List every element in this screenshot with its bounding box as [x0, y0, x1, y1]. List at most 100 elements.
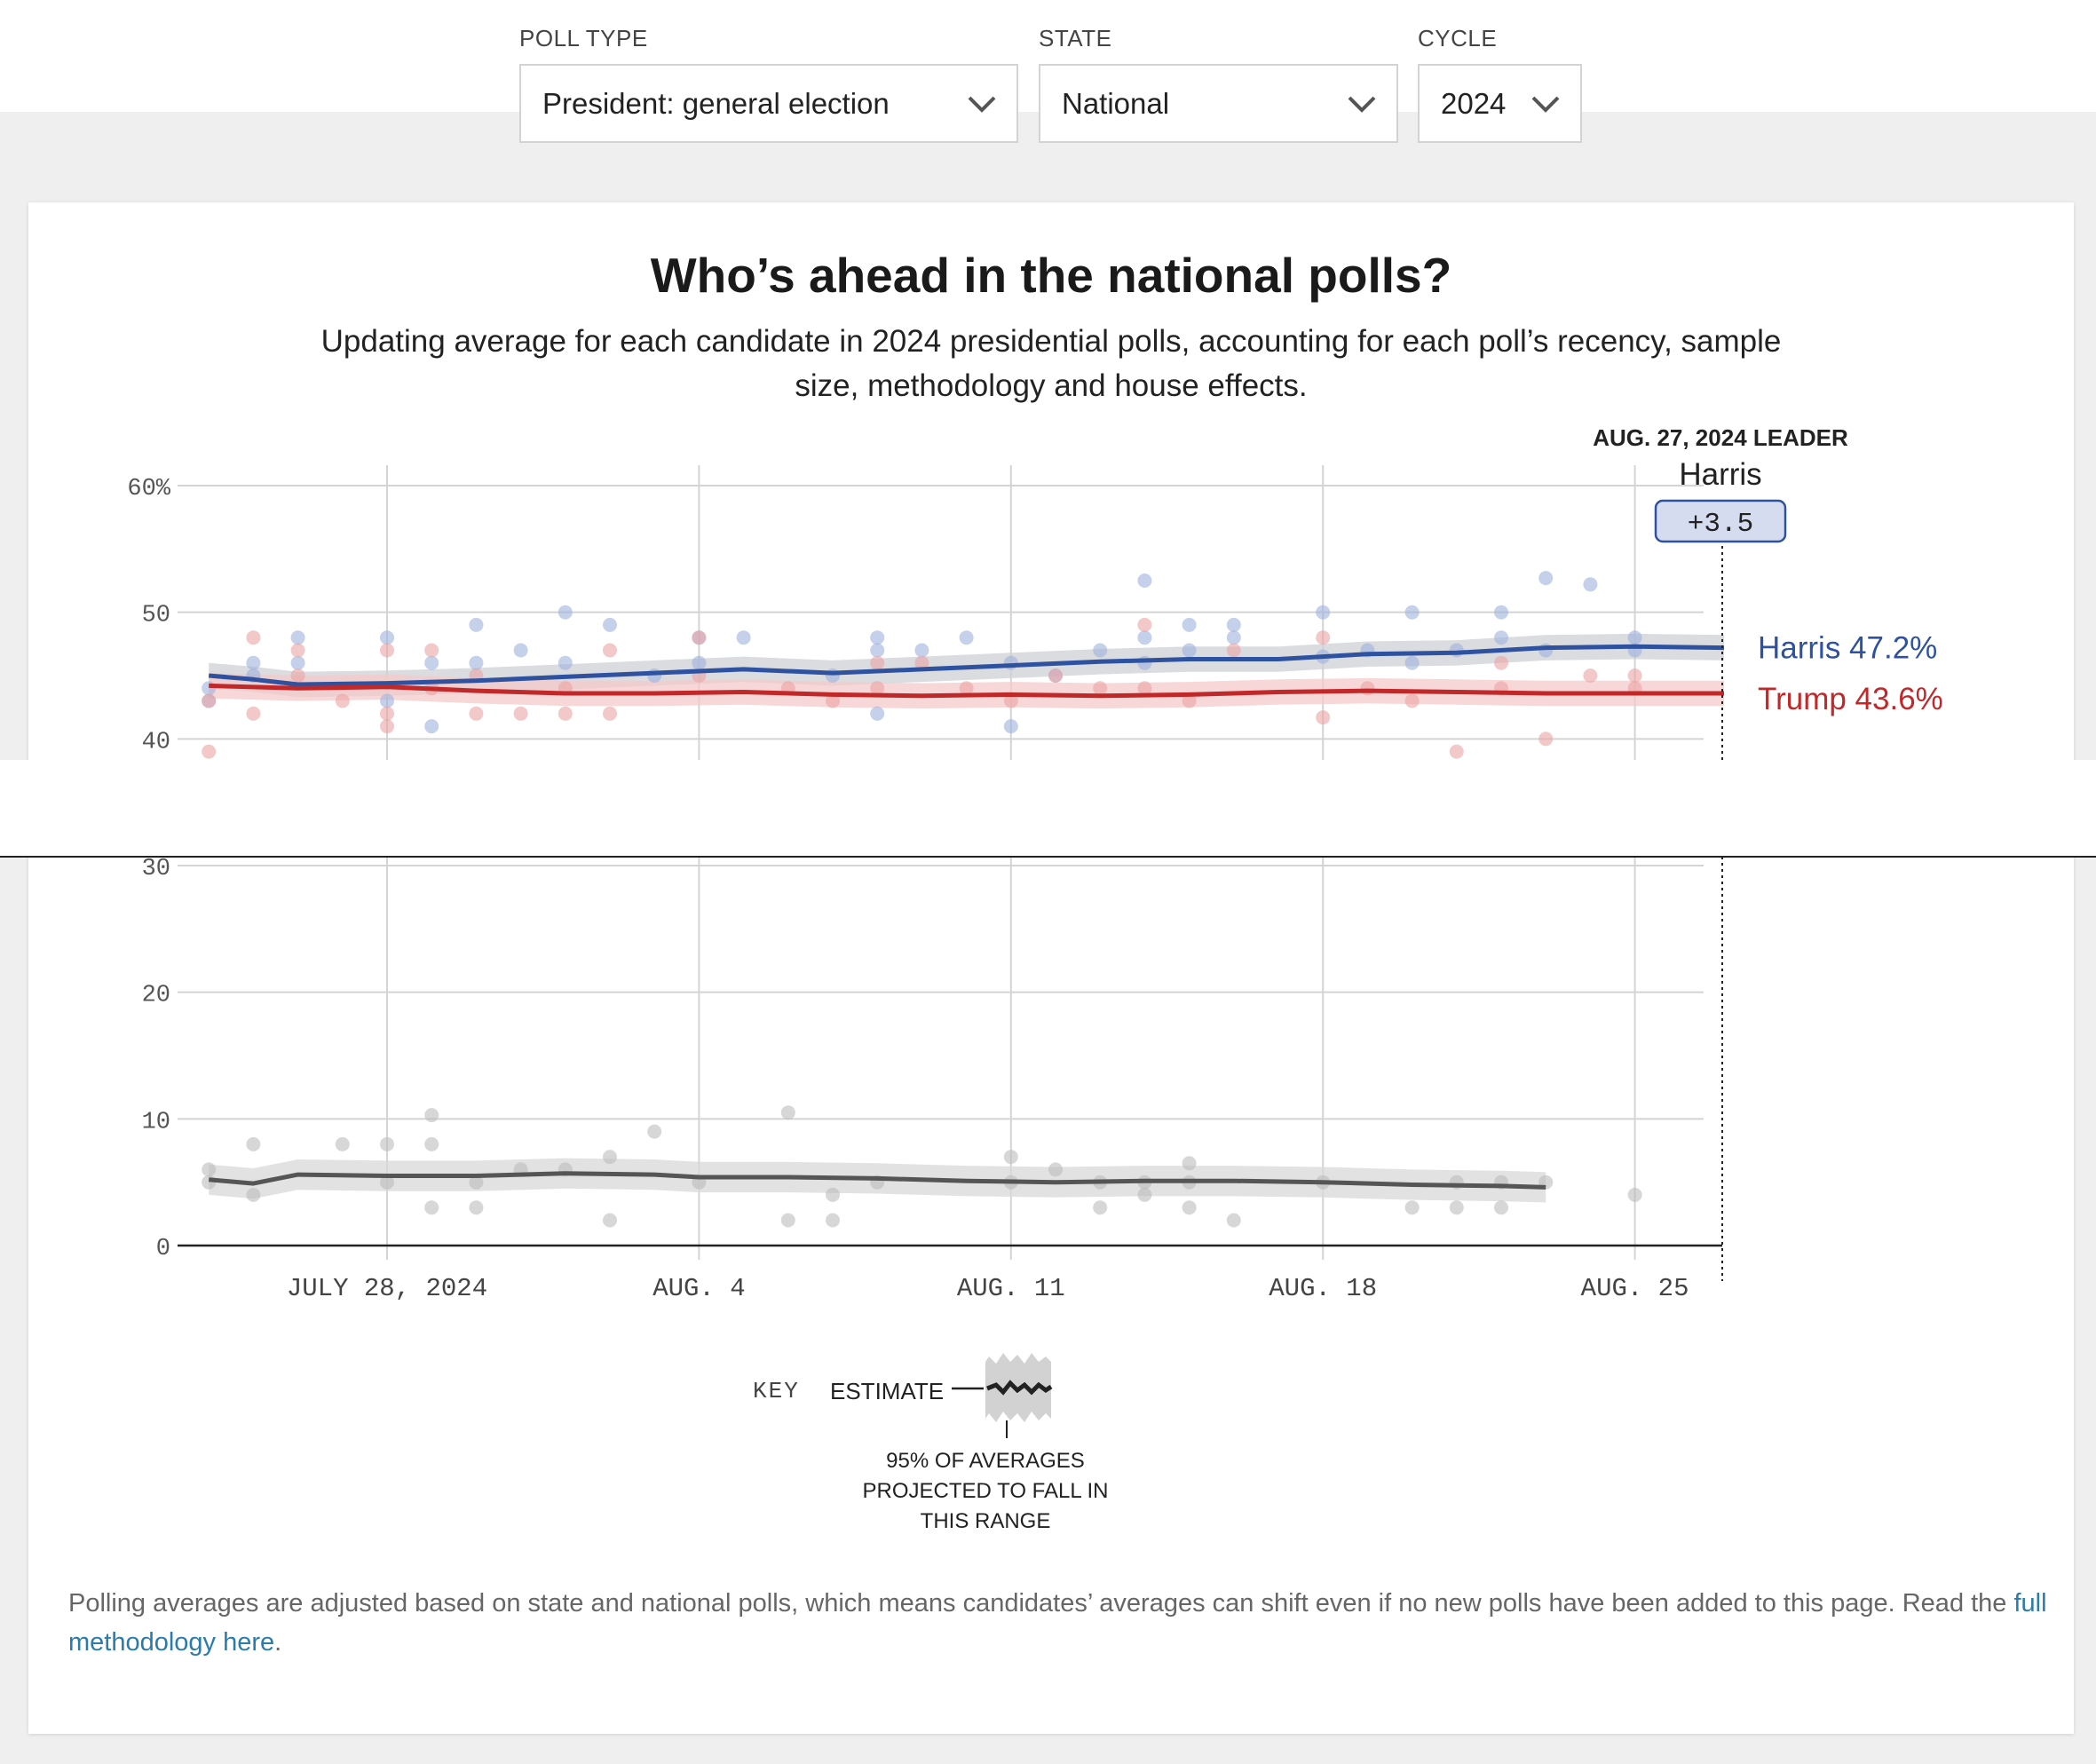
- x-tick-label: AUG. 4: [653, 1274, 745, 1303]
- y-tick-label: 10: [142, 1109, 170, 1135]
- trump-poll-dot: [1583, 668, 1598, 683]
- harris-poll-dot: [558, 655, 573, 670]
- trump-end-label: Trump 43.6%: [1758, 682, 1943, 716]
- key-estimate-line: [986, 1380, 1053, 1396]
- trump-poll-dot: [826, 693, 840, 708]
- trump-average-line: [209, 683, 1724, 699]
- other-poll-dot: [1494, 1200, 1508, 1215]
- other-poll-dot: [1182, 1156, 1197, 1171]
- other-poll-dot: [424, 1136, 439, 1151]
- harris-poll-dot: [959, 630, 974, 645]
- x-tick-label: AUG. 11: [957, 1274, 1065, 1303]
- leader-name: Harris: [1679, 457, 1761, 492]
- trump-poll-dot: [1627, 668, 1642, 683]
- other-poll-dot: [1449, 1200, 1464, 1215]
- other-poll-dot: [246, 1136, 261, 1151]
- trump-poll-dot: [1316, 710, 1331, 725]
- other-poll-dot: [380, 1175, 394, 1190]
- state-label: STATE: [1039, 25, 1112, 51]
- harris-poll-dot: [1137, 655, 1152, 670]
- methodology-note-end: .: [274, 1628, 282, 1657]
- trump-poll-dot: [424, 643, 439, 658]
- methodology-link[interactable]: full methodology here: [68, 1589, 2047, 1657]
- x-tick-label: AUG. 18: [1269, 1274, 1377, 1303]
- trump-poll-dot: [959, 681, 974, 696]
- y-tick-label: 50: [142, 603, 170, 629]
- leader-margin: +3.5: [1688, 509, 1753, 540]
- other-poll-dot: [469, 1175, 484, 1190]
- harris-poll-dot: [1137, 630, 1152, 645]
- harris-poll-dot: [1093, 643, 1108, 658]
- key-label: KEY: [753, 1378, 800, 1404]
- trump-poll-dot: [202, 693, 217, 708]
- trump-poll-dot: [290, 668, 305, 683]
- poll-type-select[interactable]: President: general election: [519, 64, 1018, 143]
- key-range-note-1: 95% OF AVERAGES: [886, 1449, 1085, 1473]
- harris-poll-dot: [246, 655, 261, 670]
- trump-poll-dot: [603, 706, 617, 721]
- trump-poll-dot: [1538, 732, 1554, 747]
- poll-type-label: POLL TYPE: [519, 25, 648, 51]
- harris-poll-dot: [469, 655, 484, 670]
- harris-poll-dot: [1182, 643, 1197, 658]
- other-poll-dot: [1182, 1200, 1197, 1215]
- screenshot-seam: [0, 760, 2096, 858]
- state-select[interactable]: National: [1039, 64, 1398, 143]
- methodology-note: Polling averages are adjusted based on s…: [68, 1584, 2048, 1662]
- trump-poll-dot: [1360, 681, 1375, 696]
- poll-average-chart: 0 10 20 30 40 50 60% JULY 28, 2024 AUG. 4 AUG. 11…: [127, 424, 1943, 1533]
- harris-poll-dot: [1226, 617, 1241, 632]
- other-poll-dot: [1048, 1162, 1063, 1177]
- trump-poll-dot: [603, 643, 617, 658]
- trump-poll-dot: [870, 681, 885, 696]
- trump-poll-dot: [513, 706, 528, 721]
- chart-subtitle: Updating average for each candidate in 2…: [320, 324, 1782, 403]
- other-poll-dot: [202, 1162, 217, 1177]
- trump-poll-dot: [202, 744, 217, 759]
- other-poll-dot: [1093, 1200, 1108, 1215]
- other-poll-dot: [1404, 1200, 1420, 1215]
- other-poll-dot: [603, 1150, 617, 1165]
- other-poll-dot: [826, 1187, 840, 1202]
- harris-poll-dot: [1627, 630, 1642, 645]
- cycle-label: CYCLE: [1418, 25, 1498, 51]
- harris-poll-dot: [736, 630, 751, 645]
- other-poll-dot: [780, 1105, 795, 1120]
- trump-poll-dot: [1048, 668, 1063, 683]
- harris-poll-dot: [914, 643, 929, 658]
- trump-poll-dot: [1449, 744, 1464, 759]
- harris-poll-dot: [1182, 617, 1197, 632]
- y-tick-label: 60%: [127, 476, 170, 502]
- cycle-value: 2024: [1441, 86, 1507, 120]
- harris-poll-dot: [469, 617, 484, 632]
- other-poll-dot: [380, 1136, 394, 1151]
- harris-poll-dot: [870, 706, 885, 721]
- other-poll-dot: [246, 1187, 261, 1202]
- state-control: STATE National: [1039, 25, 1398, 143]
- harris-poll-dot: [1538, 571, 1554, 586]
- key-range-note-3: THIS RANGE: [921, 1509, 1051, 1533]
- other-poll-dot: [1226, 1213, 1241, 1228]
- y-tick-label: 0: [156, 1236, 170, 1262]
- y-tick-label: 40: [142, 729, 170, 755]
- y-tick-label: 20: [142, 983, 170, 1009]
- chart-title: Who’s ahead in the national polls?: [650, 248, 1452, 303]
- harris-poll-dot: [424, 655, 439, 670]
- other-poll-dot: [603, 1213, 617, 1228]
- harris-poll-dot: [603, 617, 617, 632]
- harris-poll-dot: [1583, 577, 1598, 592]
- harris-poll-dot: [1226, 630, 1241, 645]
- other-poll-dot: [1003, 1150, 1018, 1165]
- other-poll-dot: [780, 1213, 795, 1228]
- harris-poll-dot: [1494, 630, 1508, 645]
- poll-type-value: President: general election: [542, 86, 890, 120]
- cycle-select[interactable]: 2024: [1418, 64, 1582, 143]
- cycle-control: CYCLE 2024: [1418, 25, 1582, 143]
- trump-poll-dot: [1316, 630, 1331, 645]
- trump-poll-dot: [914, 655, 929, 670]
- trump-poll-dot: [870, 655, 885, 670]
- other-poll-dot: [647, 1124, 662, 1139]
- harris-poll-dot: [1538, 643, 1554, 658]
- harris-average-line: [208, 644, 1725, 687]
- harris-poll-dot: [1404, 605, 1420, 620]
